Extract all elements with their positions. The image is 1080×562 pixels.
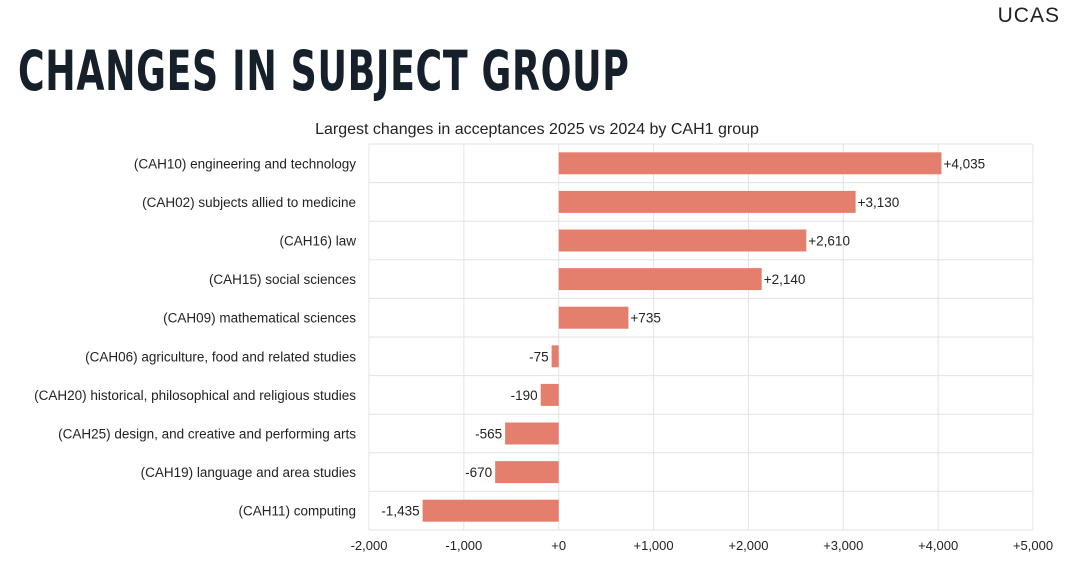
category-label: (CAH02) subjects allied to medicine [142, 195, 356, 210]
category-label: (CAH06) agriculture, food and related st… [85, 349, 356, 364]
category-label: (CAH16) law [279, 234, 356, 249]
data-label: -190 [511, 388, 538, 403]
bar [558, 268, 762, 291]
bar [540, 383, 559, 406]
bar [505, 422, 559, 445]
chart-title: Largest changes in acceptances 2025 vs 2… [315, 121, 759, 138]
category-label: (CAH19) language and area studies [141, 465, 357, 480]
data-label: +2,140 [764, 272, 806, 287]
x-tick-label: +3,000 [823, 538, 863, 553]
category-label: (CAH11) computing [238, 504, 356, 519]
x-tick-label: +5,000 [1013, 538, 1053, 553]
ucas-logo: UCAS [997, 4, 1060, 27]
category-label: (CAH20) historical, philosophical and re… [34, 388, 356, 403]
x-tick-label: +2,000 [728, 538, 768, 553]
x-tick-label: -1,000 [445, 538, 482, 553]
data-label: +2,610 [808, 234, 850, 249]
page-title: CHANGES IN SUBJECT GROUP [18, 39, 630, 103]
bar [495, 461, 559, 484]
data-label: +3,130 [858, 195, 900, 210]
x-tick-label: +0 [551, 538, 566, 553]
x-tick-label: +1,000 [634, 538, 674, 553]
data-label: -565 [475, 427, 502, 442]
bar [551, 345, 559, 368]
data-label: +735 [630, 311, 660, 326]
category-label: (CAH15) social sciences [209, 272, 356, 287]
bar [558, 152, 942, 175]
category-label: (CAH09) mathematical sciences [163, 311, 356, 326]
bar [558, 229, 807, 252]
bar [558, 306, 629, 329]
x-tick-label: -2,000 [351, 538, 388, 553]
x-tick-label: +4,000 [918, 538, 958, 553]
data-label: +4,035 [943, 156, 985, 171]
bar [558, 190, 856, 213]
category-label: (CAH25) design, and creative and perform… [58, 427, 356, 442]
bar-chart: Largest changes in acceptances 2025 vs 2… [34, 121, 1053, 553]
data-label: -75 [529, 349, 549, 364]
data-label: -1,435 [381, 504, 419, 519]
category-label: (CAH10) engineering and technology [134, 156, 356, 171]
bar [422, 499, 559, 522]
data-label: -670 [465, 465, 492, 480]
